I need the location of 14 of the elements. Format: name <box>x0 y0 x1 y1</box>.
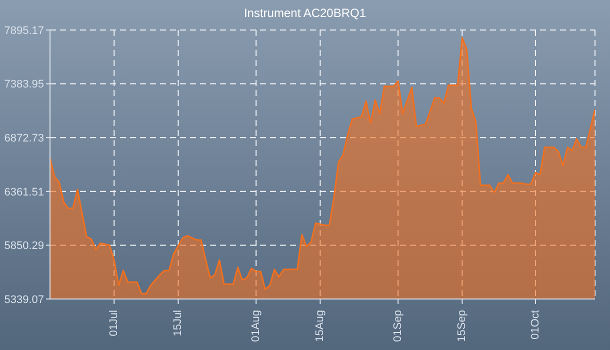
y-tick-label: 6872.73 <box>4 132 44 145</box>
x-tick-label: 01Aug <box>250 310 262 342</box>
y-tick-label: 7383.95 <box>4 78 44 91</box>
x-tick-label: 15Jul <box>172 310 184 336</box>
y-tick-label: 5850.29 <box>4 240 44 252</box>
y-tick-label: 7895.17 <box>4 24 44 37</box>
y-tick-label: 6361.51 <box>4 186 44 198</box>
x-tick-label: 01Oct <box>529 310 542 340</box>
x-tick-label: 15Sep <box>456 310 468 342</box>
x-tick-label: 01Sep <box>392 310 404 342</box>
chart-title: Instrument AC20BRQ1 <box>242 6 368 20</box>
x-tick-label: 15Aug <box>314 310 326 342</box>
x-tick-label: 01Jul <box>108 310 120 336</box>
y-tick-label: 5339.07 <box>4 294 44 306</box>
